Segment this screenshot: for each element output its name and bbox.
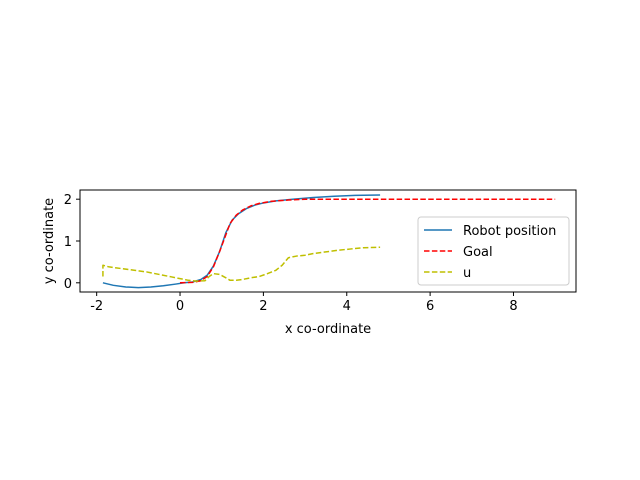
x-axis: -2 0 2 4 6 8 <box>90 292 518 314</box>
legend: Robot position Goal u <box>417 216 570 286</box>
x-tick-label: 6 <box>426 299 434 314</box>
series-line-1 <box>180 198 556 284</box>
x-tick-label: 2 <box>259 299 267 314</box>
y-tick-label: 1 <box>64 235 72 250</box>
y-tick-label: 0 <box>64 277 72 292</box>
x-tick-label: 8 <box>509 299 517 314</box>
x-tick-label: 4 <box>343 299 351 314</box>
legend-entry-label: u <box>463 266 471 281</box>
x-tick-label: 0 <box>176 299 184 314</box>
y-tick-label: 2 <box>64 193 72 208</box>
y-axis: 0 1 2 <box>64 193 80 292</box>
x-axis-label: x co-ordinate <box>285 322 371 337</box>
legend-entry-label: Robot position <box>463 224 556 239</box>
legend-box <box>417 216 570 286</box>
series-line-2 <box>102 246 381 282</box>
series-layer <box>102 194 556 289</box>
x-tick-label: -2 <box>90 299 103 314</box>
y-axis-label: y co-ordinate <box>42 198 57 284</box>
legend-entry-label: Goal <box>463 245 493 260</box>
